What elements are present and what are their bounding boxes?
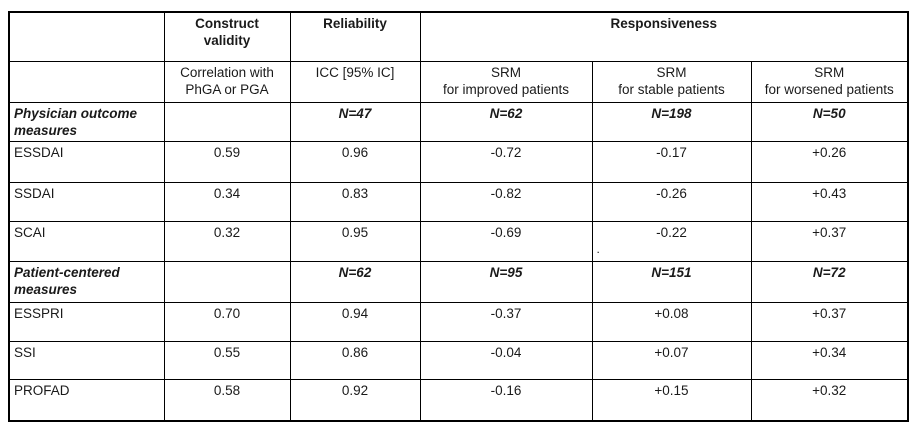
row-label-cell: SSI xyxy=(8,341,165,381)
header-construct-validity: Construct validity xyxy=(163,11,291,62)
table-row-essdai: ESSDAI 0.59 0.96 -0.72 -0.17 +0.26 xyxy=(8,141,909,184)
n-count-cell: N=72 xyxy=(750,261,909,304)
value-cell: +0.32 xyxy=(750,379,909,422)
subheader-correlation-phga-pga: Correlation with PhGA or PGA xyxy=(163,60,291,103)
n-count-cell: N=50 xyxy=(750,101,909,143)
n-count-cell: N=198 xyxy=(591,101,752,143)
section-row-physician: Physician outcome measures N=47 N=62 N=1… xyxy=(8,101,909,143)
header-group-row: Construct validity Reliability Responsiv… xyxy=(8,11,909,62)
table-row-scai: SCAI 0.32 0.95 -0.69 -0.22 . +0.37 xyxy=(8,221,909,263)
table-row-ssi: SSI 0.55 0.86 -0.04 +0.07 +0.34 xyxy=(8,341,909,381)
value-cell: 0.58 xyxy=(163,379,291,422)
value-cell: 0.55 xyxy=(163,341,291,381)
value-cell: -0.72 xyxy=(419,141,593,184)
n-count-cell: N=62 xyxy=(289,261,421,304)
value-cell: 0.96 xyxy=(289,141,421,184)
row-label-cell: SCAI xyxy=(8,221,165,263)
subheader-srm-stable: SRM for stable patients xyxy=(591,60,752,103)
outcome-measures-table: Construct validity Reliability Responsiv… xyxy=(8,11,909,422)
value-cell: 0.34 xyxy=(163,182,291,223)
value-cell: 0.95 xyxy=(289,221,421,263)
row-label-cell: SSDAI xyxy=(8,182,165,223)
subheader-srm-improved: SRM for improved patients xyxy=(419,60,593,103)
value-cell: -0.16 xyxy=(419,379,593,422)
subheader-srm-worsened: SRM for worsened patients xyxy=(750,60,909,103)
empty-cell xyxy=(8,60,165,103)
empty-cell xyxy=(163,261,291,304)
row-label-cell: ESSPRI xyxy=(8,302,165,343)
value-cell: -0.69 xyxy=(419,221,593,263)
value-cell: -0.26 xyxy=(591,182,752,223)
value-cell: 0.59 xyxy=(163,141,291,184)
n-count-cell: N=151 xyxy=(591,261,752,304)
value-cell: +0.43 xyxy=(750,182,909,223)
value-cell: +0.15 xyxy=(591,379,752,422)
value-cell: 0.83 xyxy=(289,182,421,223)
n-count-cell: N=95 xyxy=(419,261,593,304)
value-cell: +0.37 xyxy=(750,221,909,263)
value-cell: -0.82 xyxy=(419,182,593,223)
value-text: -0.22 xyxy=(656,225,687,241)
stray-dot-mark: . xyxy=(596,241,600,256)
header-reliability: Reliability xyxy=(289,11,421,62)
section-title-physician: Physician outcome measures xyxy=(8,101,165,143)
subheader-row: Correlation with PhGA or PGA ICC [95% IC… xyxy=(8,60,909,103)
table-row-ssdai: SSDAI 0.34 0.83 -0.82 -0.26 +0.43 xyxy=(8,182,909,223)
value-cell: 0.70 xyxy=(163,302,291,343)
n-count-cell: N=62 xyxy=(419,101,593,143)
table-row-esspri: ESSPRI 0.70 0.94 -0.37 +0.08 +0.37 xyxy=(8,302,909,343)
value-cell: +0.37 xyxy=(750,302,909,343)
value-cell: +0.26 xyxy=(750,141,909,184)
subheader-icc: ICC [95% IC] xyxy=(289,60,421,103)
header-responsiveness: Responsiveness xyxy=(419,11,909,62)
empty-cell xyxy=(163,101,291,143)
value-cell: +0.08 xyxy=(591,302,752,343)
value-cell: +0.34 xyxy=(750,341,909,381)
row-label-cell: ESSDAI xyxy=(8,141,165,184)
value-cell: 0.92 xyxy=(289,379,421,422)
value-cell: 0.86 xyxy=(289,341,421,381)
value-cell: -0.17 xyxy=(591,141,752,184)
value-cell: 0.94 xyxy=(289,302,421,343)
value-cell: -0.37 xyxy=(419,302,593,343)
value-cell: -0.22 . xyxy=(591,221,752,263)
value-cell: +0.07 xyxy=(591,341,752,381)
n-count-cell: N=47 xyxy=(289,101,421,143)
section-title-patient: Patient-centered measures xyxy=(8,261,165,304)
value-cell: 0.32 xyxy=(163,221,291,263)
value-cell: -0.04 xyxy=(419,341,593,381)
section-row-patient: Patient-centered measures N=62 N=95 N=15… xyxy=(8,261,909,304)
corner-empty-cell xyxy=(8,11,165,62)
table-row-profad: PROFAD 0.58 0.92 -0.16 +0.15 +0.32 xyxy=(8,379,909,422)
row-label-cell: PROFAD xyxy=(8,379,165,422)
